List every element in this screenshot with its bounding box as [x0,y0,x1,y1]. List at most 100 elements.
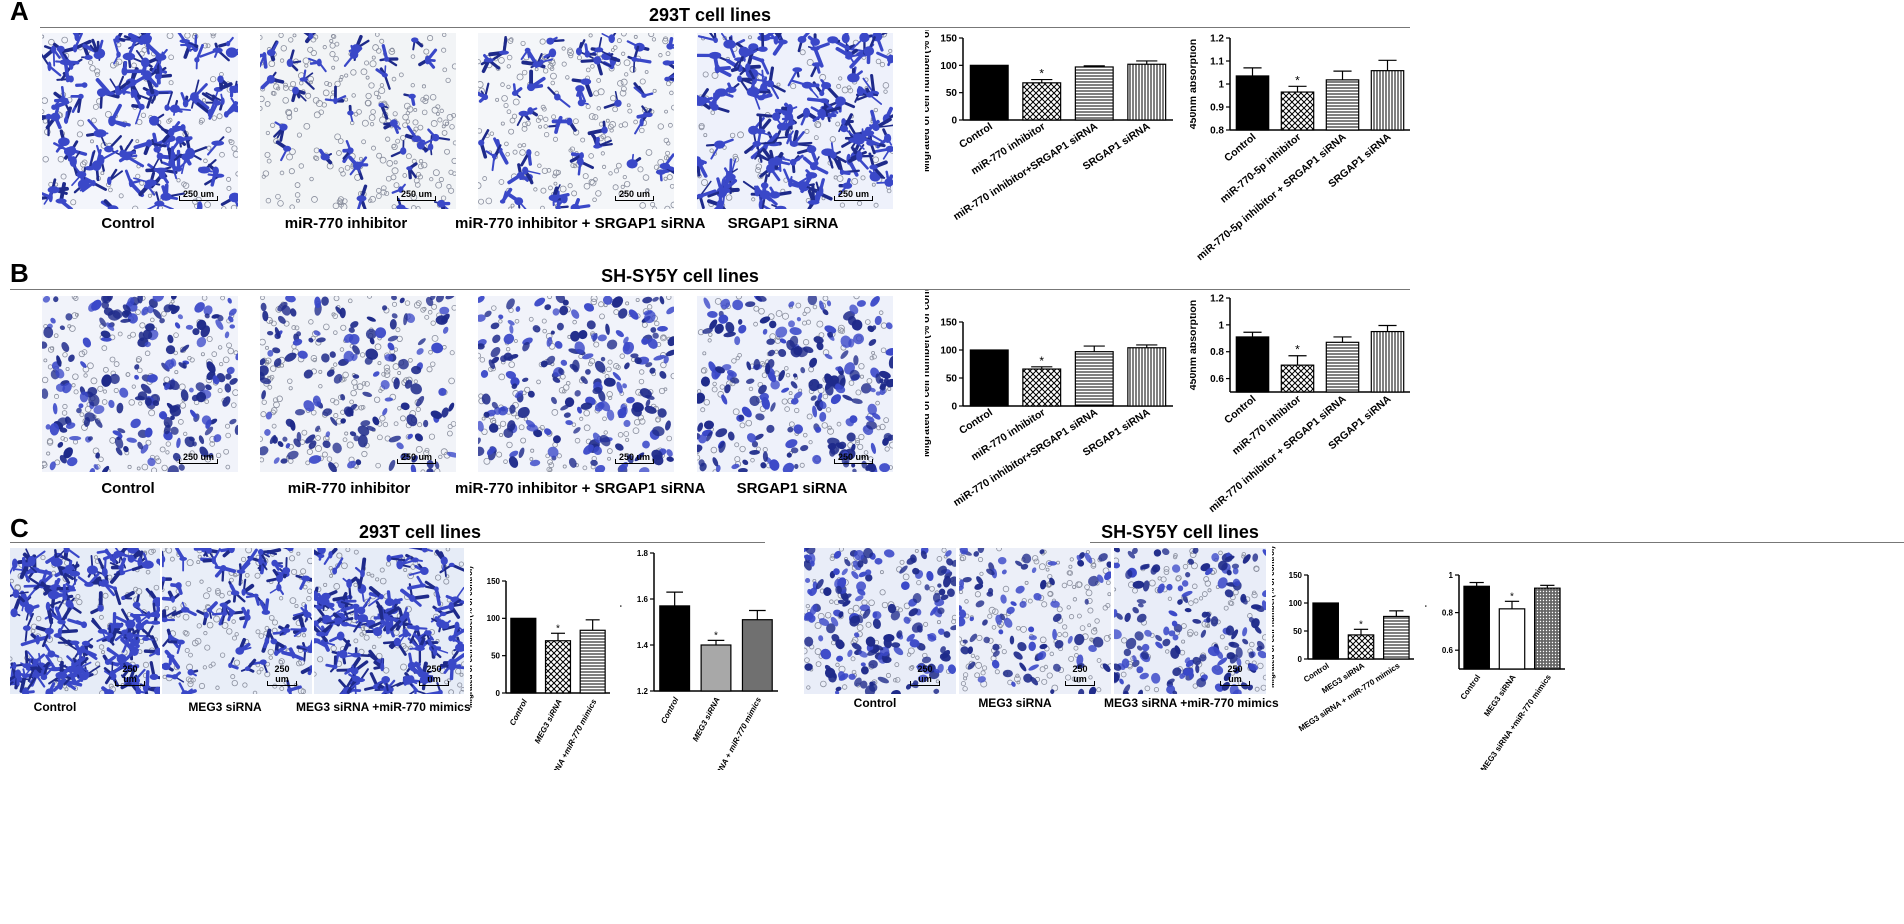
scale-bar: 250 um [615,450,654,464]
chart-a-migration: Migrated of cell number(% of control) 0 50… [925,30,1173,223]
scale-bar: 250 um [179,187,218,201]
bar [969,349,1009,407]
bar [1347,634,1375,660]
y-tick-label: 0 [951,116,957,127]
significance-star: * [1359,619,1363,630]
chart-c-293t-absorption: 450nm absorption 1.2 1.4 1.6 1.8 Control MEG3 … [620,549,778,770]
micrograph-c-shsy5y-meg3-sirna: 250 um [959,548,1111,694]
bar [1127,63,1167,121]
bar [700,644,732,692]
y-tick-label: 0.8 [1210,347,1224,358]
y-tick-label: 100 [940,346,957,357]
caption-c-293t-meg3-sirna: MEG3 siRNA [188,700,262,714]
caption-b-srgap1-sirna: SRGAP1 siRNA [736,480,848,497]
micrograph-texture [42,33,238,209]
y-tick-label: 0.6 [1210,374,1224,385]
y-axis-label: Migrated of cell number(% of control) [470,566,474,708]
micrograph-texture [10,548,160,694]
chart-c-shsy5y-migration: Migrated of cell number(% of control) 0 50… [1272,546,1414,733]
bar [1022,82,1062,121]
bar [1235,75,1270,131]
y-tick-label: 0 [496,689,501,698]
micrograph-a-srgap1-sirna: 250 um [697,33,893,209]
scale-bar: 250 um [615,187,654,201]
caption-b-mir770-inhibitor-srgap1: miR-770 inhibitor + SRGAP1 siRNA [455,480,706,497]
y-tick-label: 150 [1289,571,1303,580]
bar [1074,351,1114,407]
micrograph-texture [260,33,456,209]
micrograph-c-293t-meg3-sirna: 250 um [162,548,312,694]
significance-star: * [714,630,718,641]
bar [510,617,537,694]
panel-c-shsy5y-rule [1090,542,1904,543]
y-axis-label: 450nm absorption [1425,587,1427,656]
caption-c-shsy5y-meg3-mimics: MEG3 siRNA +miR-770 mimics [1104,696,1279,710]
scale-bar: 250 um [1220,664,1250,686]
y-tick-label: 0.6 [1442,646,1454,655]
y-tick-label: 1.2 [1210,34,1224,45]
bar [1074,66,1114,121]
micrograph-texture [42,296,238,472]
chart-b-migration: Migrated of cell number(% of control) 0 50… [925,290,1173,509]
micrograph-texture [959,548,1111,694]
panel-b-rule [10,289,1410,290]
significance-star: * [1039,354,1044,368]
y-tick-label: 1.1 [1210,57,1224,68]
micrograph-a-mir770-inhibitor-srgap1: 250 um [478,33,674,209]
y-tick-label: 1 [1218,320,1224,331]
scale-bar: 250 um [179,450,218,464]
y-tick-label: 1.6 [637,595,649,604]
panel-a-rule [40,27,1410,28]
caption-c-293t-meg3-mimics: MEG3 siRNA +miR-770 mimics [296,700,471,714]
y-tick-label: 0.8 [1442,608,1454,617]
bar [1325,341,1360,393]
category-label: Control [1222,393,1258,426]
y-tick-label: 100 [487,614,501,623]
micrograph-b-mir770-inhibitor-srgap1: 250 um [478,296,674,472]
significance-star: * [1295,73,1300,87]
category-label: MEG3 siRNA +miR-770 mimics [1479,673,1553,770]
y-tick-label: 1.2 [637,687,649,696]
y-tick-label: 150 [940,318,957,329]
panel-a-title: 293T cell lines [648,5,772,25]
caption-c-shsy5y-meg3-sirna: MEG3 siRNA [978,696,1052,710]
micrograph-a-mir770-inhibitor: 250 um [260,33,456,209]
y-tick-label: 0 [951,402,957,413]
significance-star: * [1039,67,1044,81]
y-axis-label: 450nm absorption [620,587,622,656]
y-tick-label: 1.4 [637,641,649,650]
category-label: miR-770-5p inhibitor [1218,131,1303,205]
category-label: MEG3 siRNA [533,698,564,746]
chart-a-absorption: 450nm absorption 0.8 0.9 1 1.1 1.2 ControlmiR-… [1190,34,1410,262]
caption-a-srgap1-sirna: SRGAP1 siRNA [727,215,839,232]
caption-b-control: Control [101,480,155,497]
y-tick-label: 0 [1298,655,1303,664]
category-label: Control [1302,661,1331,684]
bar [1127,347,1167,407]
micrograph-texture [697,33,893,209]
scale-bar: 250 um [397,450,436,464]
bar [1325,79,1360,131]
y-tick-label: 100 [1289,599,1303,608]
panel-letter-b: B [10,258,29,288]
panel-letter-a: A [10,0,29,26]
bar [1280,364,1315,393]
y-tick-label: 50 [946,374,958,385]
micrograph-a-control: 250 um [42,33,238,209]
micrograph-c-293t-meg3-mimics: 250 um [314,548,464,694]
y-tick-label: 50 [1293,627,1302,636]
scale-bar: 250 um [910,664,940,686]
y-tick-label: 50 [491,651,500,660]
y-tick-label: 1.8 [637,549,649,558]
bar [741,619,773,692]
micrograph-texture [162,548,312,694]
caption-a-mir770-inhibitor-srgap1: miR-770 inhibitor + SRGAP1 siRNA [455,215,706,232]
bar [659,605,691,692]
y-axis-label: Migrated of cell number(% of control) [925,30,932,172]
scale-bar: 250 um [267,664,297,686]
micrograph-c-293t-control: 250 um [10,548,160,694]
significance-star: * [556,623,560,634]
y-tick-label: 0.8 [1210,126,1224,137]
micrograph-b-mir770-inhibitor: 250 um [260,296,456,472]
bar [579,629,606,694]
